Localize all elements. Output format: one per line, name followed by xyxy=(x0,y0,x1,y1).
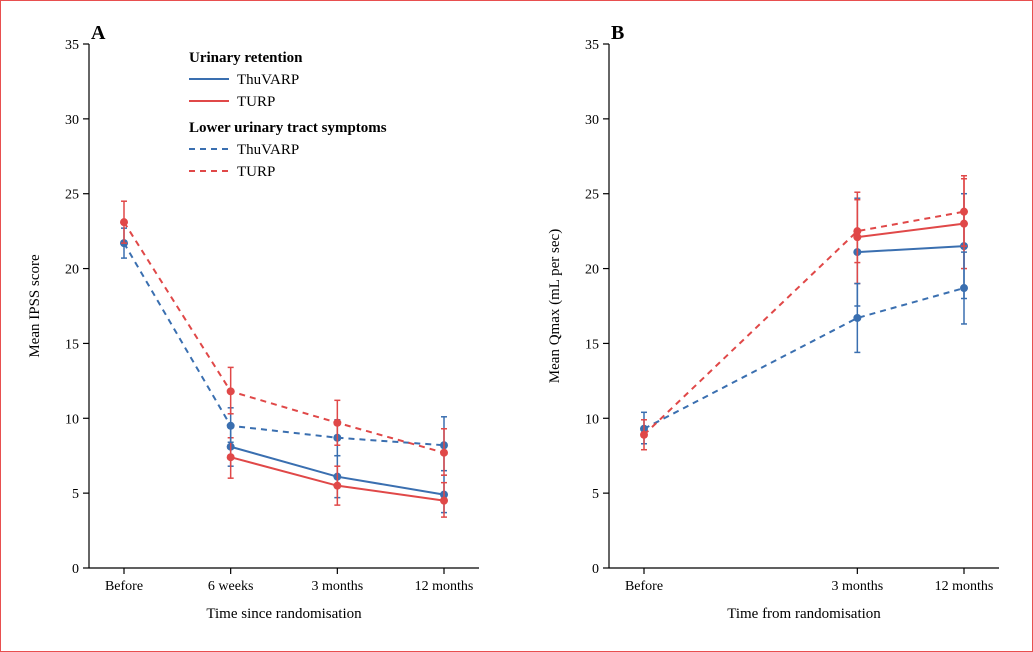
y-tick-label: 0 xyxy=(592,562,599,577)
panel-A-label: A xyxy=(91,22,106,44)
y-tick-label: 0 xyxy=(72,562,79,577)
data-marker xyxy=(960,284,968,292)
y-tick-label: 25 xyxy=(585,188,599,203)
y-tick-label: 10 xyxy=(585,412,599,427)
data-marker xyxy=(640,431,648,439)
y-tick-label: 30 xyxy=(65,113,79,128)
series-line xyxy=(857,224,964,237)
data-marker xyxy=(120,218,128,226)
x-axis-label: Time since randomisation xyxy=(206,606,362,622)
data-marker xyxy=(333,419,341,427)
y-tick-label: 20 xyxy=(65,263,79,278)
y-tick-label: 15 xyxy=(65,337,79,352)
series-line xyxy=(644,212,964,435)
data-marker xyxy=(227,453,235,461)
y-tick-label: 5 xyxy=(72,487,79,502)
chart-svg: A 0 5 10 15 20 25 30 35 Before 6 weeks 3 months 12 m… xyxy=(9,9,1024,643)
legend-label: TURP xyxy=(237,94,275,110)
legend-title-2: Lower urinary tract symptoms xyxy=(189,120,387,136)
series-line xyxy=(857,246,964,252)
series-line xyxy=(644,288,964,429)
y-tick-label: 25 xyxy=(65,188,79,203)
series-line xyxy=(124,222,444,453)
y-tick-label: 20 xyxy=(585,263,599,278)
legend-label: ThuVARP xyxy=(237,142,299,158)
y-tick-label: 15 xyxy=(585,337,599,352)
x-tick-label: 12 months xyxy=(415,579,474,594)
legend-label: ThuVARP xyxy=(237,72,299,88)
x-tick-label: 3 months xyxy=(311,579,363,594)
x-axis-label: Time from randomisation xyxy=(727,606,881,622)
data-marker xyxy=(333,482,341,490)
y-tick-label: 10 xyxy=(65,412,79,427)
legend-label: TURP xyxy=(237,164,275,180)
data-marker xyxy=(227,422,235,430)
data-marker xyxy=(960,208,968,216)
x-tick-label: Before xyxy=(625,579,663,594)
x-tick-label: 12 months xyxy=(935,579,994,594)
y-axis-label: Mean IPSS score xyxy=(27,254,43,358)
x-tick-label: 3 months xyxy=(831,579,883,594)
x-tick-label: Before xyxy=(105,579,143,594)
x-tick-label: 6 weeks xyxy=(208,579,254,594)
panel-B-label: B xyxy=(611,22,624,44)
figure-frame: A 0 5 10 15 20 25 30 35 Before 6 weeks 3 months 12 m… xyxy=(0,0,1033,652)
data-marker xyxy=(440,497,448,505)
y-tick-label: 35 xyxy=(65,38,79,53)
series-line xyxy=(124,243,444,445)
y-tick-label: 5 xyxy=(592,487,599,502)
y-tick-label: 30 xyxy=(585,113,599,128)
y-tick-label: 35 xyxy=(585,38,599,53)
data-marker xyxy=(440,449,448,457)
data-marker xyxy=(227,387,235,395)
y-axis-label: Mean Qmax (mL per sec) xyxy=(547,229,563,383)
data-marker xyxy=(853,314,861,322)
data-marker xyxy=(853,227,861,235)
legend-title-1: Urinary retention xyxy=(189,50,303,66)
